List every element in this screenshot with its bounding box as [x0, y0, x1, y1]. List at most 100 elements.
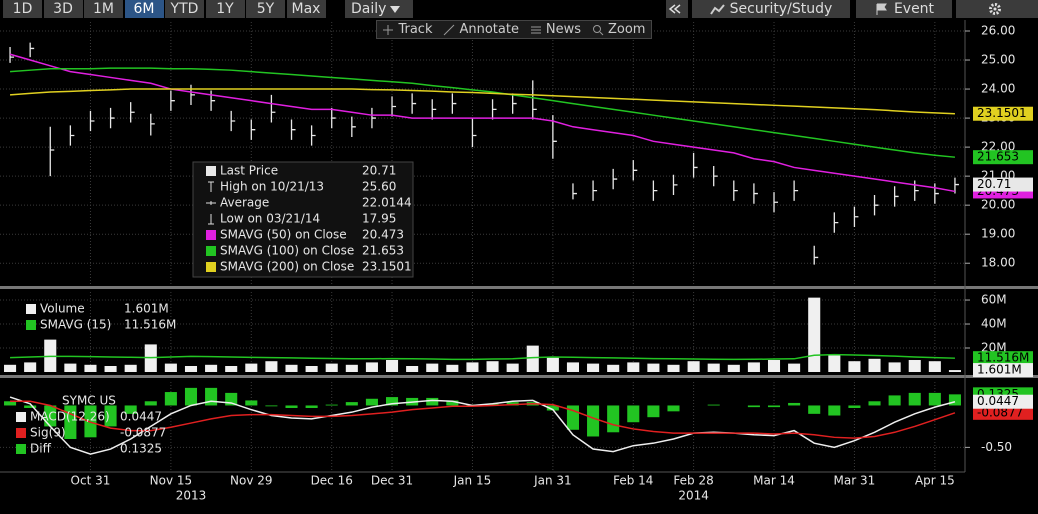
line: [9, 67, 956, 158]
range-button[interactable]: 1D: [3, 0, 42, 18]
frequency-dropdown[interactable]: Daily: [345, 0, 413, 18]
price-bar: [170, 90, 175, 111]
bar: [948, 394, 961, 406]
icon: [444, 24, 455, 35]
year-label: 2014: [678, 489, 709, 503]
bar: [285, 405, 298, 408]
range-button[interactable]: Max: [286, 0, 326, 18]
price-bar: [873, 195, 879, 216]
price-bar: [753, 183, 758, 204]
legend-value: 11.516M: [124, 318, 176, 332]
price-bar: [572, 183, 577, 200]
price-bar: [672, 174, 678, 196]
bar: [908, 392, 921, 406]
x-tick-label: Dec 16: [311, 474, 353, 488]
x-tick-label: Nov 29: [230, 474, 273, 488]
bar: [506, 363, 519, 372]
action-label: Security/Study: [729, 1, 833, 17]
price-bar: [270, 94, 276, 123]
tool-button[interactable]: Annotate: [443, 22, 519, 37]
bar: [868, 358, 881, 372]
bar: [466, 362, 479, 372]
bar: [587, 405, 600, 437]
bar: [446, 400, 459, 406]
action-button[interactable]: Security/Study: [692, 0, 850, 18]
bar: [426, 397, 439, 406]
bar: [667, 405, 680, 412]
price-bar: [331, 107, 336, 129]
bar: [788, 363, 801, 372]
legend-label: SMAVG (200) on Close: [220, 260, 354, 274]
bar: [687, 361, 700, 372]
bar: [305, 366, 318, 372]
value-tag: [973, 150, 1033, 165]
y-tick-label: 18.00: [981, 256, 1015, 270]
price-bar: [451, 93, 457, 114]
bar: [928, 392, 941, 406]
price-bar: [773, 192, 779, 213]
range-button[interactable]: 1Y: [205, 0, 245, 18]
tool-button[interactable]: Zoom: [592, 22, 645, 37]
value-tag: [973, 394, 1033, 409]
bar: [4, 364, 17, 372]
bar: [828, 355, 841, 372]
range-button[interactable]: 1M: [84, 0, 123, 18]
range-button[interactable]: YTD: [165, 0, 204, 18]
price-bar: [793, 180, 799, 201]
y-tick-label: 20M: [981, 341, 1007, 355]
legend-value: 21.653: [362, 244, 404, 258]
line: [9, 88, 955, 115]
bar: [386, 360, 399, 372]
tool-label: Annotate: [459, 22, 519, 37]
y-tick-label: 60M: [981, 293, 1007, 307]
legend-value: 1.601M: [124, 302, 169, 316]
bar: [44, 405, 57, 427]
tool-label: Track: [398, 22, 433, 37]
bar: [908, 360, 921, 372]
price-bar: [89, 110, 95, 132]
tool-button[interactable]: Track: [382, 22, 433, 37]
price-bar: [632, 160, 638, 181]
bar: [486, 403, 499, 406]
bar: [285, 364, 298, 372]
tool-label: News: [545, 22, 582, 37]
bar: [325, 404, 338, 406]
range-button[interactable]: 3D: [43, 0, 83, 18]
price-bar: [713, 165, 718, 187]
legend-value: 23.1501: [362, 260, 412, 274]
range-button[interactable]: 6M: [124, 0, 164, 18]
price-bar: [612, 168, 618, 190]
bar: [305, 405, 318, 408]
price-bar: [230, 110, 236, 132]
legend-value: 0.0447: [120, 410, 162, 424]
bar: [928, 361, 941, 372]
range-button[interactable]: 5Y: [246, 0, 285, 18]
legend-label: SMAVG (50) on Close: [220, 228, 347, 242]
settings-button[interactable]: [956, 0, 1038, 18]
y-tick-label: 24.00: [981, 82, 1015, 96]
bar: [607, 405, 620, 433]
bar: [4, 401, 17, 406]
bar: [164, 392, 177, 406]
price-bar: [532, 80, 537, 120]
legend-label: Sig(9): [30, 426, 66, 440]
collapse-button[interactable]: [666, 0, 688, 18]
price-bar: [893, 186, 899, 207]
chart-tools: Track Annotate News Zoom: [376, 20, 652, 39]
action-button[interactable]: Event: [856, 0, 952, 18]
value-tag-label: 1.601M: [977, 363, 1022, 377]
bar: [848, 405, 861, 408]
bar: [747, 405, 760, 408]
legend-icon: [208, 181, 214, 192]
bar: [124, 405, 137, 414]
panel-title: SYMC US: [62, 394, 116, 408]
y-tick-label: 20.00: [981, 198, 1015, 212]
tool-button[interactable]: News: [530, 22, 581, 37]
legend-value: 22.0144: [362, 196, 412, 210]
price-bar: [290, 119, 296, 140]
line: [9, 53, 956, 193]
price-bar: [692, 152, 698, 178]
bar: [84, 405, 97, 438]
price-bar: [512, 93, 517, 114]
